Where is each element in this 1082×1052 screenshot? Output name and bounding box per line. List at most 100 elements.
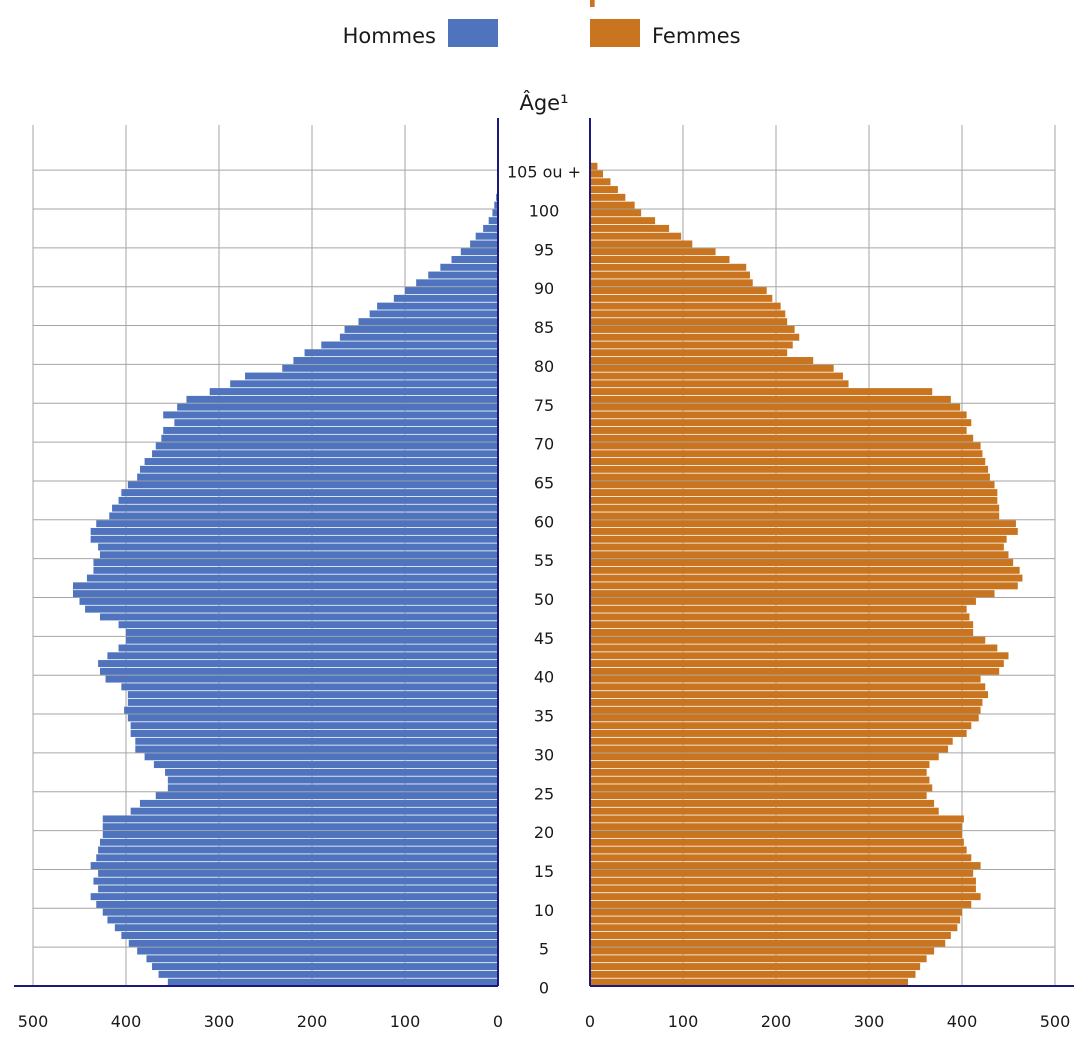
bar-hommes-age-7	[114, 924, 498, 932]
tick-label-right-300: 300	[854, 1012, 885, 1031]
age-label-30: 30	[534, 745, 554, 764]
age-label-0: 0	[539, 979, 549, 998]
bar-femmes-age-49	[590, 597, 976, 605]
bar-hommes-age-16	[96, 854, 499, 862]
bar-hommes-age-97	[483, 224, 498, 232]
bar-femmes-age-82	[590, 341, 793, 349]
bar-hommes-age-22	[130, 807, 498, 815]
bar-hommes-age-85	[358, 318, 498, 326]
bar-hommes-age-52	[86, 574, 498, 582]
bar-femmes-age-40	[590, 667, 1000, 675]
bar-femmes-age-13	[590, 877, 976, 885]
bar-femmes-age-98	[590, 217, 656, 225]
bar-femmes-age-45	[590, 628, 974, 636]
bar-femmes-age-23	[590, 799, 935, 807]
bar-femmes-age-84	[590, 325, 795, 333]
bar-femmes-age-51	[590, 582, 1018, 590]
bar-hommes-age-64	[127, 481, 499, 489]
bar-femmes-age-105	[590, 162, 598, 170]
bar-hommes-age-62	[118, 496, 498, 504]
bar-femmes-age-72	[590, 419, 972, 427]
bar-femmes-age-94	[590, 248, 716, 256]
bar-hommes-age-44	[126, 636, 498, 644]
bar-hommes-age-55	[99, 551, 499, 559]
bar-hommes-age-59	[96, 520, 499, 528]
bar-femmes-age-24	[590, 792, 927, 800]
bar-hommes-age-67	[144, 458, 498, 466]
bar-femmes-age-0	[590, 978, 909, 986]
bar-hommes-age-40	[99, 667, 499, 675]
bar-hommes-age-19	[102, 831, 498, 838]
tick-label-right-400: 400	[947, 1012, 978, 1031]
bar-femmes-age-78	[590, 372, 843, 380]
bar-femmes-age-11	[590, 893, 981, 901]
bar-hommes-age-99	[492, 209, 498, 217]
age-label-75: 75	[534, 396, 554, 415]
age-label-95: 95	[534, 240, 554, 259]
bar-hommes-age-35	[124, 706, 498, 714]
bar-femmes-age-81	[590, 349, 788, 357]
bar-femmes-age-32	[590, 729, 967, 737]
bar-hommes-age-11	[90, 893, 498, 901]
bar-femmes-age-48	[590, 605, 967, 613]
age-label-40: 40	[534, 668, 554, 687]
bar-femmes-age-52	[590, 574, 1023, 582]
bar-hommes-age-65	[137, 473, 498, 481]
bar-hommes-age-13	[93, 877, 498, 885]
bar-hommes-age-18	[99, 838, 499, 846]
bar-femmes-age-2	[590, 963, 921, 971]
bar-hommes-age-96	[475, 232, 498, 240]
bar-hommes-age-93	[451, 256, 498, 263]
bar-femmes-age-36	[590, 698, 983, 706]
bar-femmes-age-66	[590, 465, 989, 473]
tick-label-left-500: 500	[18, 1012, 49, 1031]
bar-hommes-age-10	[96, 900, 499, 908]
age-label-15: 15	[534, 862, 554, 881]
bar-hommes-age-89	[405, 287, 498, 295]
age-label-90: 90	[534, 279, 554, 298]
bar-femmes-age-91	[590, 271, 750, 279]
bar-femmes-age-15	[590, 862, 981, 870]
bar-femmes-age-97	[590, 224, 670, 232]
bar-femmes-age-63	[590, 489, 998, 497]
bar-hommes-age-1	[158, 970, 499, 978]
bar-femmes-age-16	[590, 854, 972, 862]
tick-label-left-100: 100	[390, 1012, 421, 1031]
bar-femmes-age-43	[590, 644, 998, 652]
bar-femmes-age-20	[590, 823, 962, 831]
bar-hommes-age-23	[139, 799, 498, 807]
bar-hommes-age-5	[128, 939, 499, 947]
bar-femmes-age-65	[590, 473, 990, 481]
bar-femmes-age-95	[590, 240, 693, 248]
bar-hommes-age-15	[90, 862, 498, 870]
bar-femmes-age-9	[590, 908, 962, 916]
bar-hommes-age-45	[126, 628, 498, 636]
bar-femmes-age-12	[590, 885, 976, 893]
bar-hommes-age-36	[127, 698, 499, 706]
tick-label-left-200: 200	[297, 1012, 328, 1031]
bar-hommes-age-26	[167, 776, 498, 784]
bar-hommes-age-79	[282, 364, 498, 372]
tick-label-left-400: 400	[111, 1012, 142, 1031]
age-label-35: 35	[534, 707, 554, 726]
bar-hommes-age-4	[137, 947, 498, 955]
bar-femmes-age-34	[590, 714, 979, 722]
bar-hommes-age-27	[165, 768, 498, 776]
bar-hommes-age-3	[146, 955, 498, 963]
bar-femmes-age-6	[590, 932, 951, 939]
bar-femmes-age-70	[590, 434, 974, 442]
bar-femmes-age-31	[590, 737, 953, 745]
legend-label-hommes: Hommes	[343, 24, 436, 48]
bar-femmes-age-14	[590, 869, 974, 877]
bar-hommes-age-78	[245, 372, 498, 380]
bar-femmes-age-39	[590, 675, 981, 683]
bar-femmes-age-76	[590, 388, 933, 396]
bar-hommes-age-82	[321, 341, 498, 349]
bar-femmes-age-17	[590, 846, 967, 854]
bar-femmes-age-1	[590, 970, 916, 978]
bar-hommes-age-72	[174, 419, 499, 427]
tick-label-right-100: 100	[668, 1012, 699, 1031]
tick-label-left-300: 300	[204, 1012, 235, 1031]
age-label-55: 55	[534, 551, 554, 570]
legend-label-femmes: Femmes	[652, 24, 741, 48]
